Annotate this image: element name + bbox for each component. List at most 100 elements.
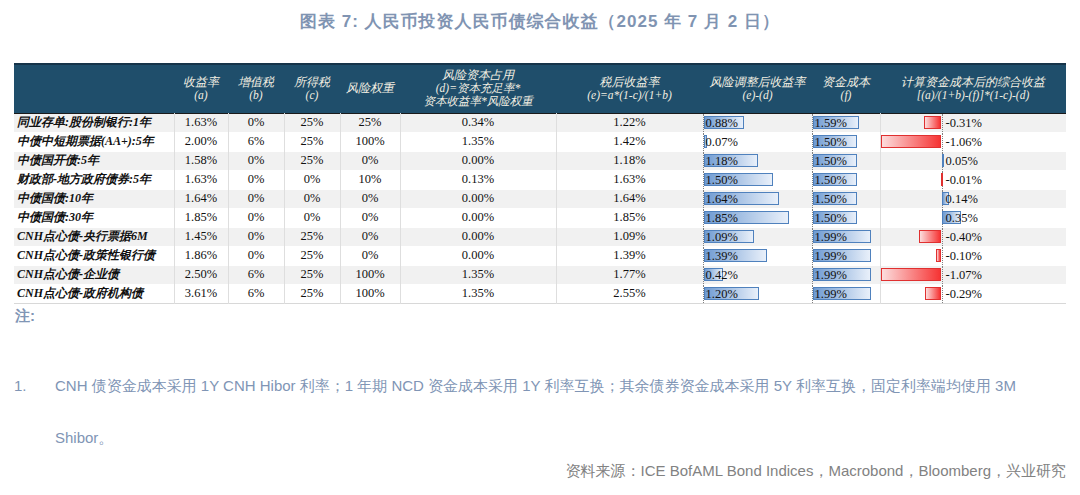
table-row: CNH点心债-央行票据6M1.45%0%25%0%0.00%1.09%1.09%…	[14, 227, 1066, 246]
cell-b: 0%	[228, 113, 284, 132]
cell-rw: 100%	[340, 284, 400, 303]
cell-total: 0.35%	[880, 208, 1066, 227]
red-data-bar	[881, 268, 942, 281]
cell-f: 1.99%	[812, 246, 880, 265]
cell-e: 1.63%	[556, 170, 703, 189]
blue-data-bar	[942, 154, 945, 167]
source-line: 资料来源：ICE BofAML Bond Indices，Macrobond，B…	[14, 462, 1066, 481]
cell-label: 中债国开债:5年	[14, 151, 174, 170]
cell-a: 1.64%	[174, 189, 228, 208]
data-bar-wrap: 1.18%	[704, 152, 812, 170]
bar-value: -0.10%	[946, 247, 982, 265]
cell-rw: 0%	[340, 227, 400, 246]
table-row: 中债中短期票据(AA+):5年2.00%6%25%100%1.35%1.42%0…	[14, 132, 1066, 151]
bar-value: 1.50%	[815, 133, 847, 151]
data-bar-wrap: -0.01%	[881, 171, 1067, 189]
bar-value: 1.09%	[706, 228, 738, 246]
data-bar-wrap: 1.20%	[704, 285, 812, 303]
cell-b: 6%	[228, 284, 284, 303]
red-data-bar	[925, 287, 942, 300]
cell-d: 0.13%	[400, 170, 556, 189]
cell-rw: 0%	[340, 151, 400, 170]
data-bar-wrap: -1.07%	[881, 266, 1067, 284]
bar-value: 0.07%	[706, 133, 738, 151]
cell-rw: 10%	[340, 170, 400, 189]
cell-e: 1.64%	[556, 189, 703, 208]
data-bar-wrap: -0.29%	[881, 285, 1067, 303]
cell-d: 0.34%	[400, 113, 556, 132]
cell-total: -0.01%	[880, 170, 1066, 189]
bar-value: 1.50%	[706, 171, 738, 189]
bar-axis-line	[942, 266, 943, 284]
bar-value: -0.40%	[946, 228, 982, 246]
note-item: 1. CNH 债资金成本采用 1Y CNH Hibor 利率；1 年期 NCD …	[14, 360, 1060, 464]
cell-e: 1.85%	[556, 208, 703, 227]
table-row: CNH点心债-政策性银行债1.86%0%25%0%0.00%1.39%1.39%…	[14, 246, 1066, 265]
data-bar-wrap: 1.99%	[813, 266, 880, 284]
data-bar-wrap: 0.14%	[881, 190, 1067, 208]
table-row: 同业存单:股份制银行:1年1.63%0%25%25%0.34%1.22%0.88…	[14, 113, 1066, 132]
data-bar-wrap: -1.06%	[881, 133, 1067, 151]
bar-value: 1.50%	[815, 171, 847, 189]
column-header-rw: 风险权重	[340, 64, 400, 113]
cell-label: CNH点心债-央行票据6M	[14, 227, 174, 246]
bar-axis-line	[942, 133, 943, 151]
bar-value: 1.99%	[815, 266, 847, 284]
cell-a: 1.63%	[174, 113, 228, 132]
cell-d: 0.00%	[400, 189, 556, 208]
data-bar-wrap: 0.88%	[704, 114, 812, 132]
cell-ed: 1.64%	[703, 189, 812, 208]
cell-rw: 0%	[340, 246, 400, 265]
cell-rw: 100%	[340, 265, 400, 284]
cell-total: -1.06%	[880, 132, 1066, 151]
cell-ed: 1.18%	[703, 151, 812, 170]
bar-value: 1.59%	[815, 114, 847, 132]
data-bar-wrap: 1.50%	[813, 133, 880, 151]
red-data-bar	[936, 249, 942, 262]
red-data-bar	[924, 116, 942, 129]
data-bar-wrap: 1.50%	[813, 209, 880, 227]
cell-c: 25%	[284, 246, 340, 265]
figure-title: 图表 7: 人民币投资人民币债综合收益（2025 年 7 月 2 日）	[0, 10, 1080, 33]
data-bar-wrap: 0.07%	[704, 133, 812, 151]
cell-c: 25%	[284, 284, 340, 303]
cell-f: 1.50%	[812, 208, 880, 227]
bar-value: -0.01%	[946, 171, 982, 189]
data-bar-wrap: 1.50%	[704, 171, 812, 189]
cell-b: 0%	[228, 151, 284, 170]
cell-c: 25%	[284, 265, 340, 284]
cell-ed: 1.39%	[703, 246, 812, 265]
cell-a: 2.50%	[174, 265, 228, 284]
figure-page: 图表 7: 人民币投资人民币债综合收益（2025 年 7 月 2 日） 收益率(…	[0, 0, 1080, 495]
cell-total: -1.07%	[880, 265, 1066, 284]
cell-rw: 0%	[340, 189, 400, 208]
data-bar-wrap: 1.09%	[704, 228, 812, 246]
bar-value: 1.20%	[706, 285, 738, 303]
cell-total: -0.40%	[880, 227, 1066, 246]
cell-f: 1.50%	[812, 189, 880, 208]
cell-label: 同业存单:股份制银行:1年	[14, 113, 174, 132]
column-header-ed: 风险调整后收益率(e)-(d)	[703, 64, 812, 113]
cell-f: 1.99%	[812, 227, 880, 246]
column-header-e: 税后收益率(e)=a*(1-c)/(1+b)	[556, 64, 703, 113]
cell-f: 1.50%	[812, 132, 880, 151]
returns-table: 收益率(a)增值税(b)所得税(c)风险权重风险资本占用(d)=资本充足率*资本…	[14, 63, 1066, 304]
data-bar-wrap: 1.50%	[813, 190, 880, 208]
cell-a: 1.85%	[174, 208, 228, 227]
data-bar-wrap: 1.99%	[813, 285, 880, 303]
column-header-f: 资金成本(f)	[812, 64, 880, 113]
data-bar-wrap: -0.31%	[881, 114, 1067, 132]
bar-value: 1.50%	[815, 209, 847, 227]
data-bar-wrap: 0.42%	[704, 266, 812, 284]
cell-b: 0%	[228, 208, 284, 227]
cell-a: 1.45%	[174, 227, 228, 246]
column-header-d: 风险资本占用(d)=资本充足率*资本收益率*风险权重	[400, 64, 556, 113]
data-bar-wrap: 0.05%	[881, 152, 1067, 170]
cell-e: 1.09%	[556, 227, 703, 246]
cell-c: 0%	[284, 189, 340, 208]
bar-value: 1.99%	[815, 247, 847, 265]
bar-value: -0.31%	[946, 114, 982, 132]
bar-axis-line	[942, 114, 943, 132]
column-header-label	[14, 64, 174, 113]
returns-table-wrap: 收益率(a)增值税(b)所得税(c)风险权重风险资本占用(d)=资本充足率*资本…	[14, 63, 1066, 304]
